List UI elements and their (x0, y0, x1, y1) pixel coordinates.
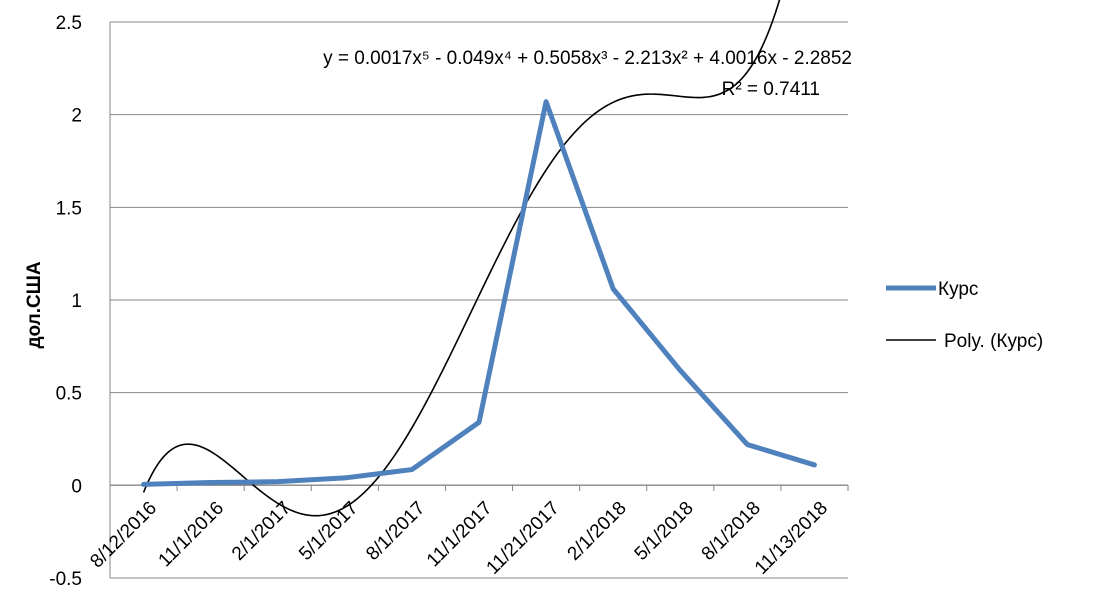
y-axis-label: дол.США (24, 261, 45, 348)
legend: Курс Poly. (Курс) (886, 279, 1043, 352)
trendline-r-squared: R² = 0.7411 (722, 79, 820, 100)
series-line-0 (141, 99, 817, 487)
x-tick-label-10: 11/13/2018 (751, 498, 832, 579)
y-tick-label-6: 2.5 (56, 13, 82, 34)
trendline-equation: y = 0.0017x⁵ - 0.049x⁴ + 0.5058x³ - 2.21… (323, 48, 852, 69)
x-tick-label-6: 11/21/2017 (483, 498, 564, 579)
plot-area (141, 0, 817, 517)
x-tick-label-7: 2/1/2018 (564, 498, 631, 565)
legend-label-poly: Poly. (Курс) (944, 331, 1043, 352)
x-tick-label-4: 8/1/2017 (362, 498, 429, 565)
legend-label-kurs: Курс (938, 279, 978, 300)
x-tick-label-9: 8/1/2018 (698, 498, 765, 565)
y-tick-label-2: 0.5 (56, 384, 82, 405)
gridlines (110, 21, 848, 579)
y-tick-label-5: 2 (71, 106, 82, 127)
x-tick-label-0: 8/12/2016 (86, 498, 161, 573)
x-tick-label-8: 5/1/2018 (631, 498, 698, 565)
x-axis (109, 22, 849, 578)
y-tick-label-4: 1.5 (56, 198, 82, 219)
x-tick-label-1: 11/1/2016 (155, 498, 229, 572)
y-tick-label-1: 0 (71, 476, 82, 497)
x-tick-label-3: 5/1/2017 (295, 498, 362, 565)
y-axis: -0.5 0 0.5 1 1.5 2 2.5 (49, 13, 82, 590)
y-tick-label-0: -0.5 (49, 569, 82, 590)
y-tick-label-3: 1 (71, 291, 82, 312)
trendline-poly (142, 0, 781, 517)
